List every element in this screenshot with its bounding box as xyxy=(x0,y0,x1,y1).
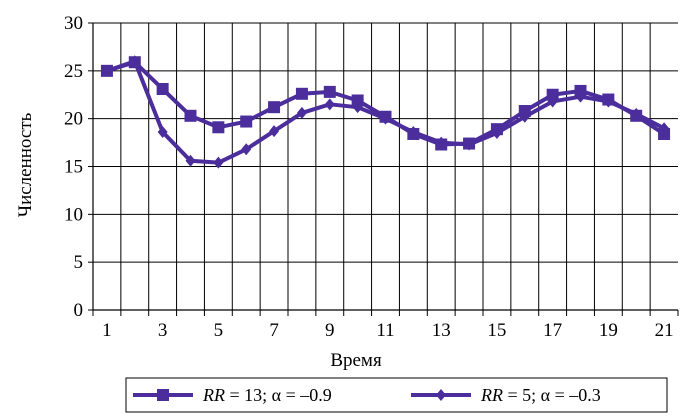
x-tick-label: 9 xyxy=(325,320,335,341)
x-tick-label: 1 xyxy=(102,320,112,341)
axes xyxy=(88,22,679,316)
y-tick-label: 30 xyxy=(64,13,83,34)
legend-label: RR = 13; α = –0.9 xyxy=(202,385,332,405)
x-tick-label: 17 xyxy=(543,320,562,341)
x-tick-label: 5 xyxy=(214,320,224,341)
square-marker xyxy=(518,105,531,118)
y-tick-label: 10 xyxy=(64,204,83,225)
legend-box xyxy=(125,377,668,413)
legend: RR = 13; α = –0.9 RR = 5; α = –0.3 xyxy=(125,377,668,413)
square-marker xyxy=(128,56,141,69)
square-marker xyxy=(156,83,169,96)
series-line xyxy=(106,60,666,147)
square-marker xyxy=(435,138,448,151)
x-tick-label: 11 xyxy=(376,320,394,341)
y-axis-label: Численность xyxy=(15,112,36,217)
square-marker xyxy=(407,127,420,140)
legend-entry-2: RR = 5; α = –0.3 xyxy=(411,385,601,405)
x-tick-label: 7 xyxy=(269,320,279,341)
square-marker xyxy=(212,121,225,134)
legend-label: RR = 5; α = –0.3 xyxy=(480,385,601,405)
square-marker xyxy=(268,101,281,114)
series-layer xyxy=(100,55,671,169)
x-tick-label: 19 xyxy=(599,320,618,341)
square-marker xyxy=(658,127,671,140)
diamond-marker xyxy=(185,154,196,167)
square-marker xyxy=(463,137,476,150)
x-tick-label: 21 xyxy=(655,320,674,341)
diamond-marker xyxy=(157,126,168,139)
diamond-marker xyxy=(324,98,335,111)
square-marker xyxy=(490,123,503,136)
legend-entry-1: RR = 13; α = –0.9 xyxy=(133,385,332,405)
y-tick-label: 25 xyxy=(64,61,83,82)
square-marker xyxy=(630,109,643,122)
y-tick-label: 15 xyxy=(64,157,83,178)
x-tick-label: 15 xyxy=(487,320,506,341)
diamond-marker xyxy=(213,156,224,169)
diamond-marker xyxy=(296,106,307,119)
square-marker xyxy=(184,109,197,122)
square-marker xyxy=(295,87,308,100)
y-tick-label: 5 xyxy=(74,252,84,273)
square-marker xyxy=(240,115,253,128)
diamond-marker xyxy=(241,143,252,156)
square-marker xyxy=(100,64,113,77)
square-marker xyxy=(574,84,587,97)
gridlines xyxy=(93,22,678,311)
series-1 xyxy=(100,56,671,151)
square-marker xyxy=(351,94,364,107)
legend-marker xyxy=(157,389,169,401)
y-tick-label: 0 xyxy=(74,300,84,321)
square-marker xyxy=(602,93,615,106)
square-marker xyxy=(323,85,336,98)
x-axis-label: Время xyxy=(330,350,382,371)
legend-marker xyxy=(436,389,446,401)
y-tick-label: 20 xyxy=(64,109,83,130)
x-tick-label: 13 xyxy=(432,320,451,341)
square-marker xyxy=(379,110,392,123)
diamond-marker xyxy=(269,125,280,138)
x-tick-label: 3 xyxy=(158,320,168,341)
square-marker xyxy=(546,88,559,101)
